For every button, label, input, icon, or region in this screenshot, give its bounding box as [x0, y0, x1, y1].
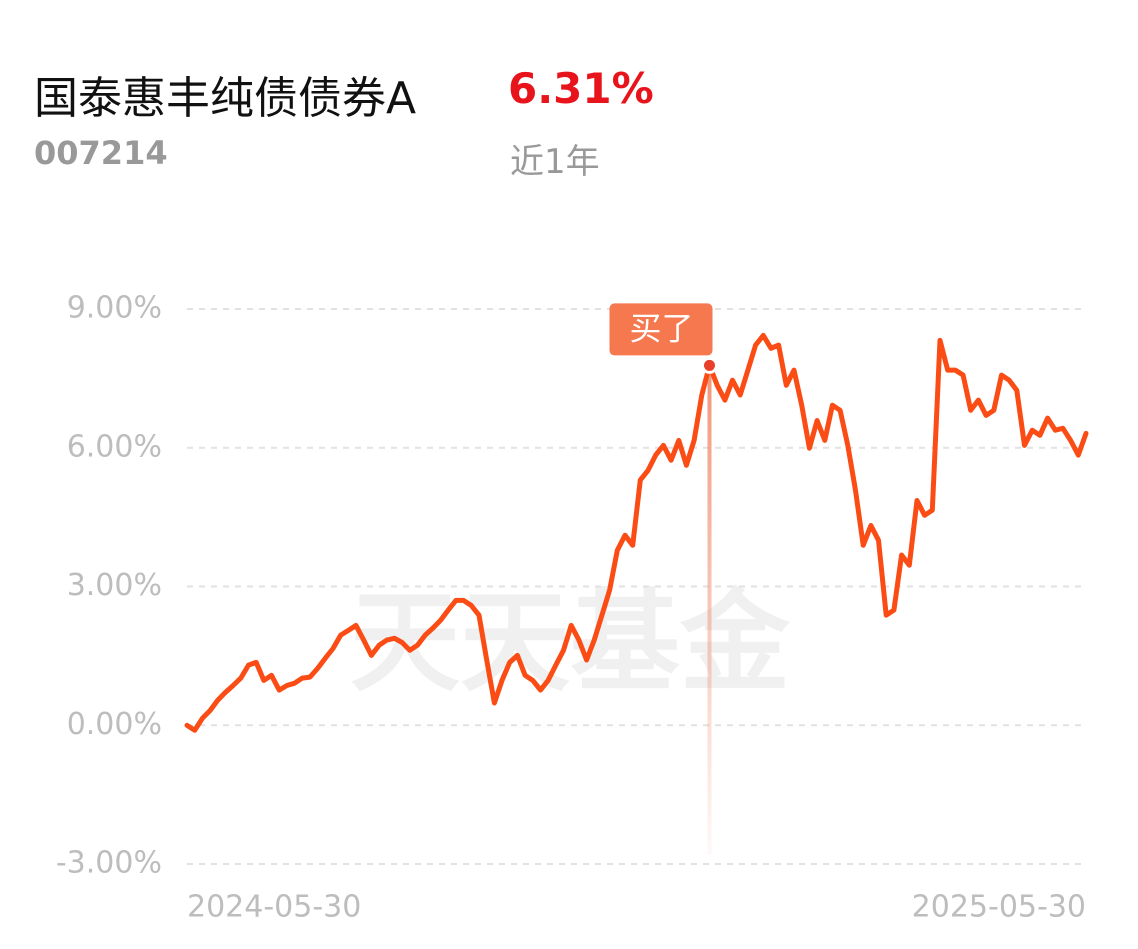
- y-tick-label: 6.00%: [67, 429, 162, 464]
- fund-name: 国泰惠丰纯债债券A: [34, 73, 417, 124]
- y-tick-label: 9.00%: [67, 291, 162, 326]
- buy-tag-label: 买了: [629, 309, 693, 347]
- line: [184, 332, 1089, 733]
- buy-point: [700, 356, 718, 374]
- return-value: 6.31%: [508, 64, 654, 113]
- y-tick-label: 0.00%: [67, 707, 162, 742]
- y-tick-label: -3.00%: [56, 846, 162, 881]
- fund-code: 007214: [34, 134, 168, 172]
- watermark: 天天基金: [350, 578, 791, 706]
- y-tick-label: 3.00%: [67, 568, 162, 603]
- buy-tag: [609, 303, 713, 356]
- return-period: 近1年: [510, 142, 600, 182]
- x-tick-label: 2025-05-30: [912, 890, 1086, 925]
- x-tick-label: 2024-05-30: [187, 890, 361, 925]
- buy-line: [707, 365, 712, 855]
